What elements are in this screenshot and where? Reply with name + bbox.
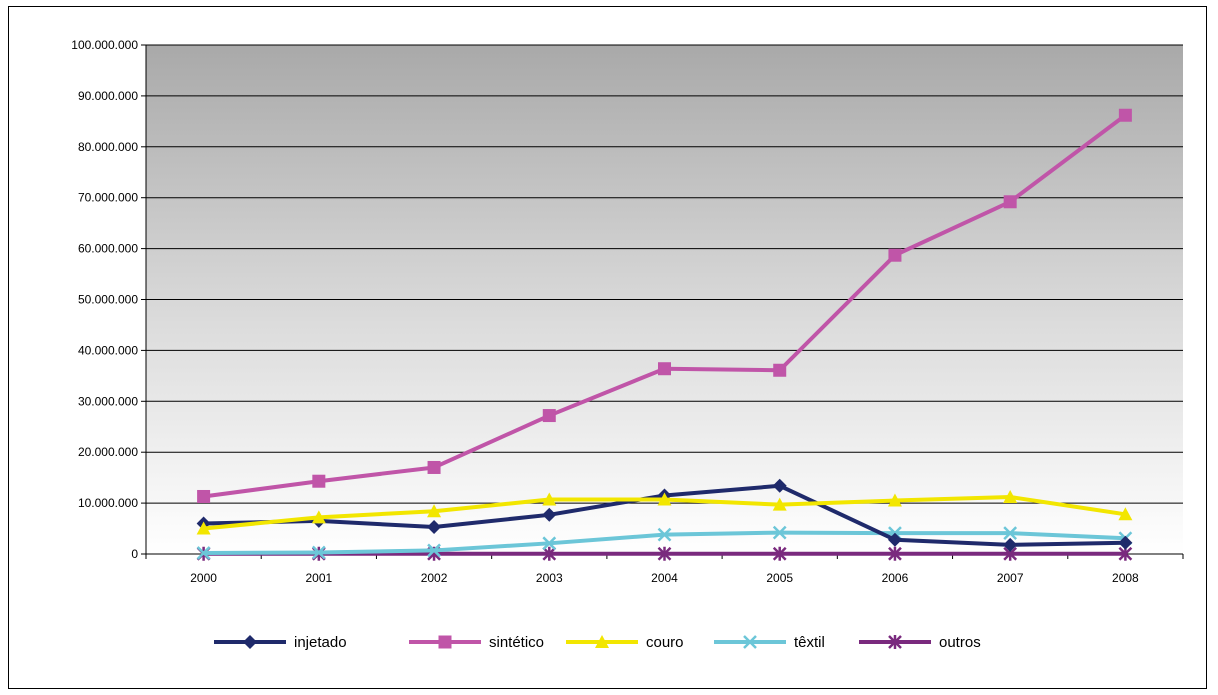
data-point	[542, 536, 557, 551]
data-point	[312, 474, 326, 488]
y-tick-label: 30.000.000	[78, 394, 138, 408]
legend-marker	[743, 635, 757, 649]
y-tick-label: 100.000.000	[71, 38, 138, 52]
data-point	[888, 248, 902, 262]
y-tick-label: 60.000.000	[78, 242, 138, 256]
y-tick-label: 90.000.000	[78, 89, 138, 103]
x-tick-label: 2003	[536, 571, 563, 585]
legend-marker	[438, 635, 452, 649]
data-point	[773, 363, 787, 377]
line-chart: 0 10.000.000 20.000.000 30.000.000 40.000.00…	[71, 38, 1184, 651]
data-point	[542, 409, 556, 423]
series-sintetico	[197, 108, 1132, 503]
legend-label: outros	[939, 634, 981, 651]
chart-frame: 0 10.000.000 20.000.000 30.000.000 40.000.00…	[8, 6, 1207, 689]
y-axis: 0 10.000.000 20.000.000 30.000.000 40.000.00…	[71, 38, 147, 561]
series-couro	[196, 489, 1133, 535]
data-point	[196, 546, 211, 560]
x-tick-label: 2006	[882, 571, 909, 585]
data-point	[772, 478, 787, 493]
legend-label: têxtil	[794, 634, 825, 651]
legend-marker	[888, 635, 902, 649]
y-tick-label: 50.000.000	[78, 293, 138, 307]
data-point	[887, 493, 902, 507]
y-tick-label: 70.000.000	[78, 191, 138, 205]
data-point	[1003, 526, 1018, 541]
data-point	[427, 504, 442, 518]
data-point	[311, 545, 326, 560]
data-point	[657, 527, 672, 542]
data-point	[1118, 108, 1132, 122]
data-point	[772, 546, 787, 561]
y-tick-label: 20.000.000	[78, 445, 138, 459]
data-point	[196, 521, 211, 535]
y-tick-label: 0	[131, 547, 138, 561]
data-point	[1003, 537, 1018, 552]
x-tick-label: 2000	[190, 571, 217, 585]
x-tick-label: 2001	[305, 571, 332, 585]
data-point	[887, 532, 902, 547]
data-point	[311, 510, 326, 524]
legend-item-outros: outros	[859, 634, 981, 651]
data-point	[427, 460, 441, 474]
data-point	[772, 497, 787, 511]
data-point	[1003, 195, 1017, 209]
data-point	[888, 546, 902, 561]
data-point	[658, 362, 671, 376]
data-point	[657, 492, 672, 506]
legend-item-couro: couro	[566, 634, 684, 651]
legend-label: couro	[646, 634, 684, 651]
series-group	[196, 108, 1133, 561]
data-point	[657, 546, 672, 561]
legend-item-injetado: injetado	[214, 634, 347, 651]
data-point	[427, 520, 442, 535]
data-point	[772, 525, 787, 540]
legend-label: injetado	[294, 634, 347, 651]
legend-item-sintetico: sintético	[409, 634, 544, 651]
legend-label: sintético	[489, 634, 544, 651]
legend-item-textil: têxtil	[714, 634, 825, 651]
data-point	[542, 546, 557, 561]
legend-marker	[243, 635, 257, 649]
x-tick-label: 2004	[651, 571, 678, 585]
data-point	[1003, 489, 1018, 503]
y-tick-label: 10.000.000	[78, 496, 138, 510]
data-point	[542, 492, 557, 506]
data-point	[542, 507, 557, 522]
x-tick-label: 2008	[1112, 571, 1139, 585]
data-point	[197, 489, 211, 503]
x-tick-label: 2002	[421, 571, 448, 585]
data-point	[1118, 535, 1133, 550]
x-tick-label: 2005	[766, 571, 793, 585]
data-point	[427, 543, 441, 558]
legend-marker	[595, 635, 609, 648]
y-tick-label: 80.000.000	[78, 140, 138, 154]
y-tick-label: 40.000.000	[78, 343, 138, 357]
legend: injetado sintético couro têxtil outros	[214, 634, 981, 651]
data-point	[1118, 507, 1133, 521]
x-tick-label: 2007	[997, 571, 1024, 585]
